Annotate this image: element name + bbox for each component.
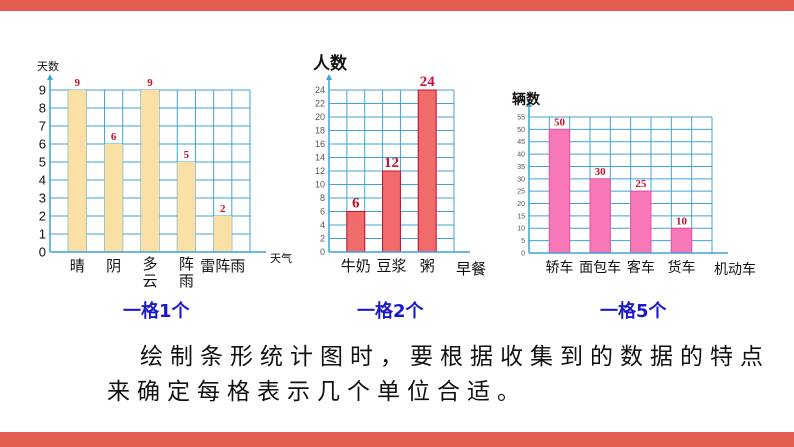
y-tick-label: 4 xyxy=(320,220,325,230)
top-banner xyxy=(0,0,794,11)
y-tick-label: 40 xyxy=(517,152,525,159)
category-label: 豆浆 xyxy=(376,257,406,275)
y-tick-label: 15 xyxy=(517,213,525,220)
y-tick-label: 6 xyxy=(320,207,325,217)
y-tick-label: 22 xyxy=(315,99,325,109)
chart3-caption: 一格5个 xyxy=(600,301,667,322)
bar xyxy=(417,89,437,253)
bar-value-label: 5 xyxy=(184,149,190,161)
y-axis-label: 天数 xyxy=(37,60,59,73)
y-tick-label: 8 xyxy=(320,193,325,203)
bar-value-label: 12 xyxy=(384,155,399,171)
body-text-line1: 绘制条形统计图时，要根据收集到的数据的特点 xyxy=(140,344,770,370)
bar-value-label: 9 xyxy=(147,77,153,89)
body-text-line2: 来确定每格表示几个单位合适。 xyxy=(107,379,527,405)
bar xyxy=(68,90,87,252)
bar xyxy=(670,227,693,254)
category-label: 阵 xyxy=(179,255,194,273)
y-tick-label: 50 xyxy=(517,127,525,134)
bar-value-label: 6 xyxy=(352,196,360,212)
category-label: 多 xyxy=(142,255,157,273)
category-label: 雨 xyxy=(179,272,194,290)
bar-value-label: 2 xyxy=(220,203,226,215)
y-tick-label: 4 xyxy=(39,173,46,188)
y-axis-arrow-icon xyxy=(326,74,332,80)
y-tick-label: 10 xyxy=(315,180,325,190)
y-tick-label: 25 xyxy=(517,189,525,196)
y-tick-label: 0 xyxy=(521,250,525,257)
category-label: 阴 xyxy=(106,257,121,275)
y-tick-label: 5 xyxy=(521,238,525,245)
bar xyxy=(548,128,571,254)
chart1-caption: 一格1个 xyxy=(123,301,190,322)
y-tick-label: 12 xyxy=(315,166,325,176)
bottom-banner xyxy=(0,432,794,447)
y-tick-label: 35 xyxy=(517,164,525,171)
bar-value-label: 9 xyxy=(75,77,81,89)
bar-value-label: 50 xyxy=(554,116,566,128)
chart2-caption: 一格2个 xyxy=(357,301,424,322)
bar-value-label: 6 xyxy=(111,131,117,143)
y-tick-label: 6 xyxy=(39,137,46,152)
y-axis-label: 辆数 xyxy=(512,91,541,108)
y-tick-label: 55 xyxy=(517,114,525,121)
y-tick-label: 1 xyxy=(39,227,46,242)
y-tick-label: 8 xyxy=(39,101,46,116)
x-axis-label: 机动车 xyxy=(714,261,756,278)
y-tick-label: 18 xyxy=(315,126,325,136)
category-label: 雷阵雨 xyxy=(200,257,245,275)
category-label: 客车 xyxy=(627,259,655,276)
y-axis-arrow-icon xyxy=(47,74,53,80)
y-tick-label: 9 xyxy=(39,83,46,98)
y-tick-label: 0 xyxy=(320,247,325,257)
bar xyxy=(630,190,652,254)
category-label: 牛奶 xyxy=(341,257,371,275)
bar xyxy=(140,90,160,252)
bar xyxy=(104,144,123,252)
bar xyxy=(346,211,366,253)
y-tick-label: 2 xyxy=(320,234,325,244)
y-tick-label: 20 xyxy=(517,201,525,208)
y-tick-label: 20 xyxy=(315,112,325,122)
y-tick-label: 5 xyxy=(39,155,46,170)
x-axis-label: 天气 xyxy=(270,251,292,265)
category-label: 货车 xyxy=(668,259,696,276)
bar-value-label: 30 xyxy=(595,166,607,178)
y-tick-label: 3 xyxy=(39,191,46,206)
y-tick-label: 14 xyxy=(315,153,325,163)
category-label: 轿车 xyxy=(546,259,574,276)
y-tick-label: 24 xyxy=(315,85,325,95)
category-label: 云 xyxy=(142,272,157,290)
category-label: 面包车 xyxy=(579,259,621,276)
category-label: 粥 xyxy=(420,257,435,275)
y-tick-label: 30 xyxy=(517,176,525,183)
bar xyxy=(177,162,196,252)
y-axis-arrow-icon xyxy=(526,101,532,107)
x-axis-label: 早餐 xyxy=(456,260,486,278)
bar-value-label: 10 xyxy=(676,215,688,227)
bar xyxy=(213,216,232,252)
y-tick-label: 16 xyxy=(315,139,325,149)
bar-value-label: 24 xyxy=(420,74,436,90)
y-axis-label: 人数 xyxy=(313,53,348,74)
bar xyxy=(382,170,401,253)
bar-value-label: 25 xyxy=(635,178,647,190)
y-tick-label: 2 xyxy=(39,209,46,224)
y-tick-label: 45 xyxy=(517,139,525,146)
y-tick-label: 10 xyxy=(517,226,525,233)
category-label: 晴 xyxy=(70,257,85,275)
bar xyxy=(589,178,611,254)
y-tick-label: 0 xyxy=(39,245,46,260)
y-tick-label: 7 xyxy=(39,119,46,134)
